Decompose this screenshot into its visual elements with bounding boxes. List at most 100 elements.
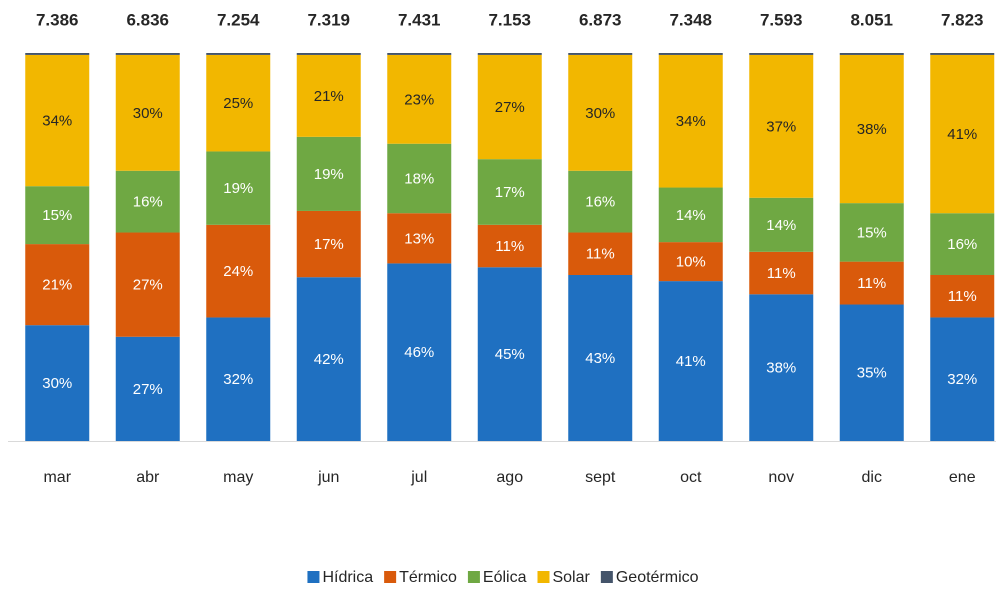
x-tick-label: jul: [410, 469, 427, 486]
legend-swatch: [600, 571, 613, 583]
legend-label: Solar: [552, 569, 590, 586]
bar-segment: [477, 53, 542, 55]
total-label: 7.431: [398, 10, 441, 29]
data-label: 15%: [857, 224, 887, 241]
bar-segment: [387, 263, 452, 441]
data-label: 34%: [42, 113, 72, 130]
bar-segment: [25, 325, 90, 441]
bar-segment: [296, 210, 361, 278]
bar-segment: [25, 244, 90, 326]
x-tick-label: jun: [317, 469, 339, 486]
bar-segment: [115, 336, 180, 441]
bar-segment: [477, 54, 542, 160]
x-tick-label: mar: [43, 469, 71, 486]
data-label: 21%: [314, 88, 344, 105]
data-label: 32%: [947, 371, 977, 388]
data-label: 11%: [495, 238, 524, 255]
bar-segment: [206, 317, 271, 441]
bar-segment: [296, 277, 361, 441]
bar-segment: [930, 274, 995, 318]
bar-segment: [25, 186, 90, 245]
data-label: 14%: [676, 207, 706, 224]
bar-segment: [387, 53, 452, 55]
data-label: 45%: [495, 346, 525, 363]
data-label: 41%: [947, 126, 977, 143]
legend-swatch: [537, 571, 550, 583]
data-label: 23%: [404, 91, 434, 108]
bar-segment: [839, 261, 904, 305]
x-tick-label: may: [223, 469, 253, 486]
total-label: 7.254: [217, 10, 260, 29]
bar-segment: [749, 54, 814, 198]
bar-segment: [930, 213, 995, 275]
bar-segment: [206, 224, 271, 318]
bar-segment: [658, 54, 723, 188]
data-label: 15%: [42, 207, 72, 224]
data-label: 19%: [314, 166, 344, 183]
bar-segment: [568, 54, 633, 171]
bar-segment: [930, 54, 995, 214]
bar-segment: [25, 54, 90, 187]
x-tick-label: nov: [768, 469, 794, 486]
legend-swatch: [307, 571, 320, 583]
bar-segment: [296, 53, 361, 55]
bar-segment: [387, 54, 452, 144]
bar-segment: [115, 54, 180, 171]
data-label: 11%: [948, 288, 977, 305]
data-label: 27%: [495, 99, 525, 116]
bar-segment: [477, 267, 542, 441]
x-tick-label: ago: [496, 469, 523, 486]
total-label: 7.823: [941, 10, 984, 29]
bar-segment: [115, 170, 180, 233]
legend-swatch: [384, 571, 397, 583]
bar-segment: [568, 274, 633, 441]
bar-segment: [296, 136, 361, 211]
bar-segment: [568, 232, 633, 275]
data-label: 24%: [223, 263, 253, 280]
data-label: 35%: [857, 365, 887, 382]
data-label: 37%: [766, 118, 796, 135]
legend-label: Térmico: [399, 569, 457, 586]
legend-label: Eólica: [483, 569, 527, 586]
data-label: 11%: [857, 275, 886, 292]
bar-segment: [206, 151, 271, 225]
data-label: 38%: [766, 360, 796, 377]
data-label: 11%: [767, 265, 796, 282]
bar-segment: [296, 54, 361, 137]
data-label: 30%: [42, 375, 72, 392]
bar-segment: [387, 143, 452, 214]
bar-segment: [749, 294, 814, 441]
data-label: 11%: [586, 246, 615, 263]
total-label: 8.051: [850, 10, 893, 29]
total-label: 7.386: [36, 10, 79, 29]
bar-segment: [839, 53, 904, 55]
x-tick-label: ene: [949, 469, 976, 486]
x-tick-label: sept: [585, 469, 616, 486]
bar-segment: [25, 53, 90, 55]
data-label: 43%: [585, 350, 615, 367]
data-label: 13%: [404, 230, 434, 247]
bar-segment: [115, 232, 180, 337]
data-label: 21%: [42, 277, 72, 294]
data-label: 27%: [133, 381, 163, 398]
total-label: 6.836: [126, 10, 169, 29]
bar-segment: [930, 317, 995, 441]
bar-segment: [658, 53, 723, 55]
bar-segment: [749, 197, 814, 252]
total-label: 7.319: [307, 10, 350, 29]
bar-segment: [749, 53, 814, 55]
bar-segment: [658, 187, 723, 243]
data-label: 16%: [133, 194, 163, 211]
legend-swatch: [467, 571, 480, 583]
bar-segment: [115, 53, 180, 55]
legend-label: Hídrica: [322, 569, 373, 586]
data-label: 41%: [676, 353, 706, 370]
data-label: 38%: [857, 121, 887, 138]
data-label: 42%: [314, 351, 344, 368]
data-label: 18%: [404, 170, 434, 187]
legend-label: Geotérmico: [616, 569, 699, 586]
data-label: 25%: [223, 95, 253, 112]
data-label: 17%: [314, 236, 344, 253]
data-label: 30%: [585, 105, 615, 122]
